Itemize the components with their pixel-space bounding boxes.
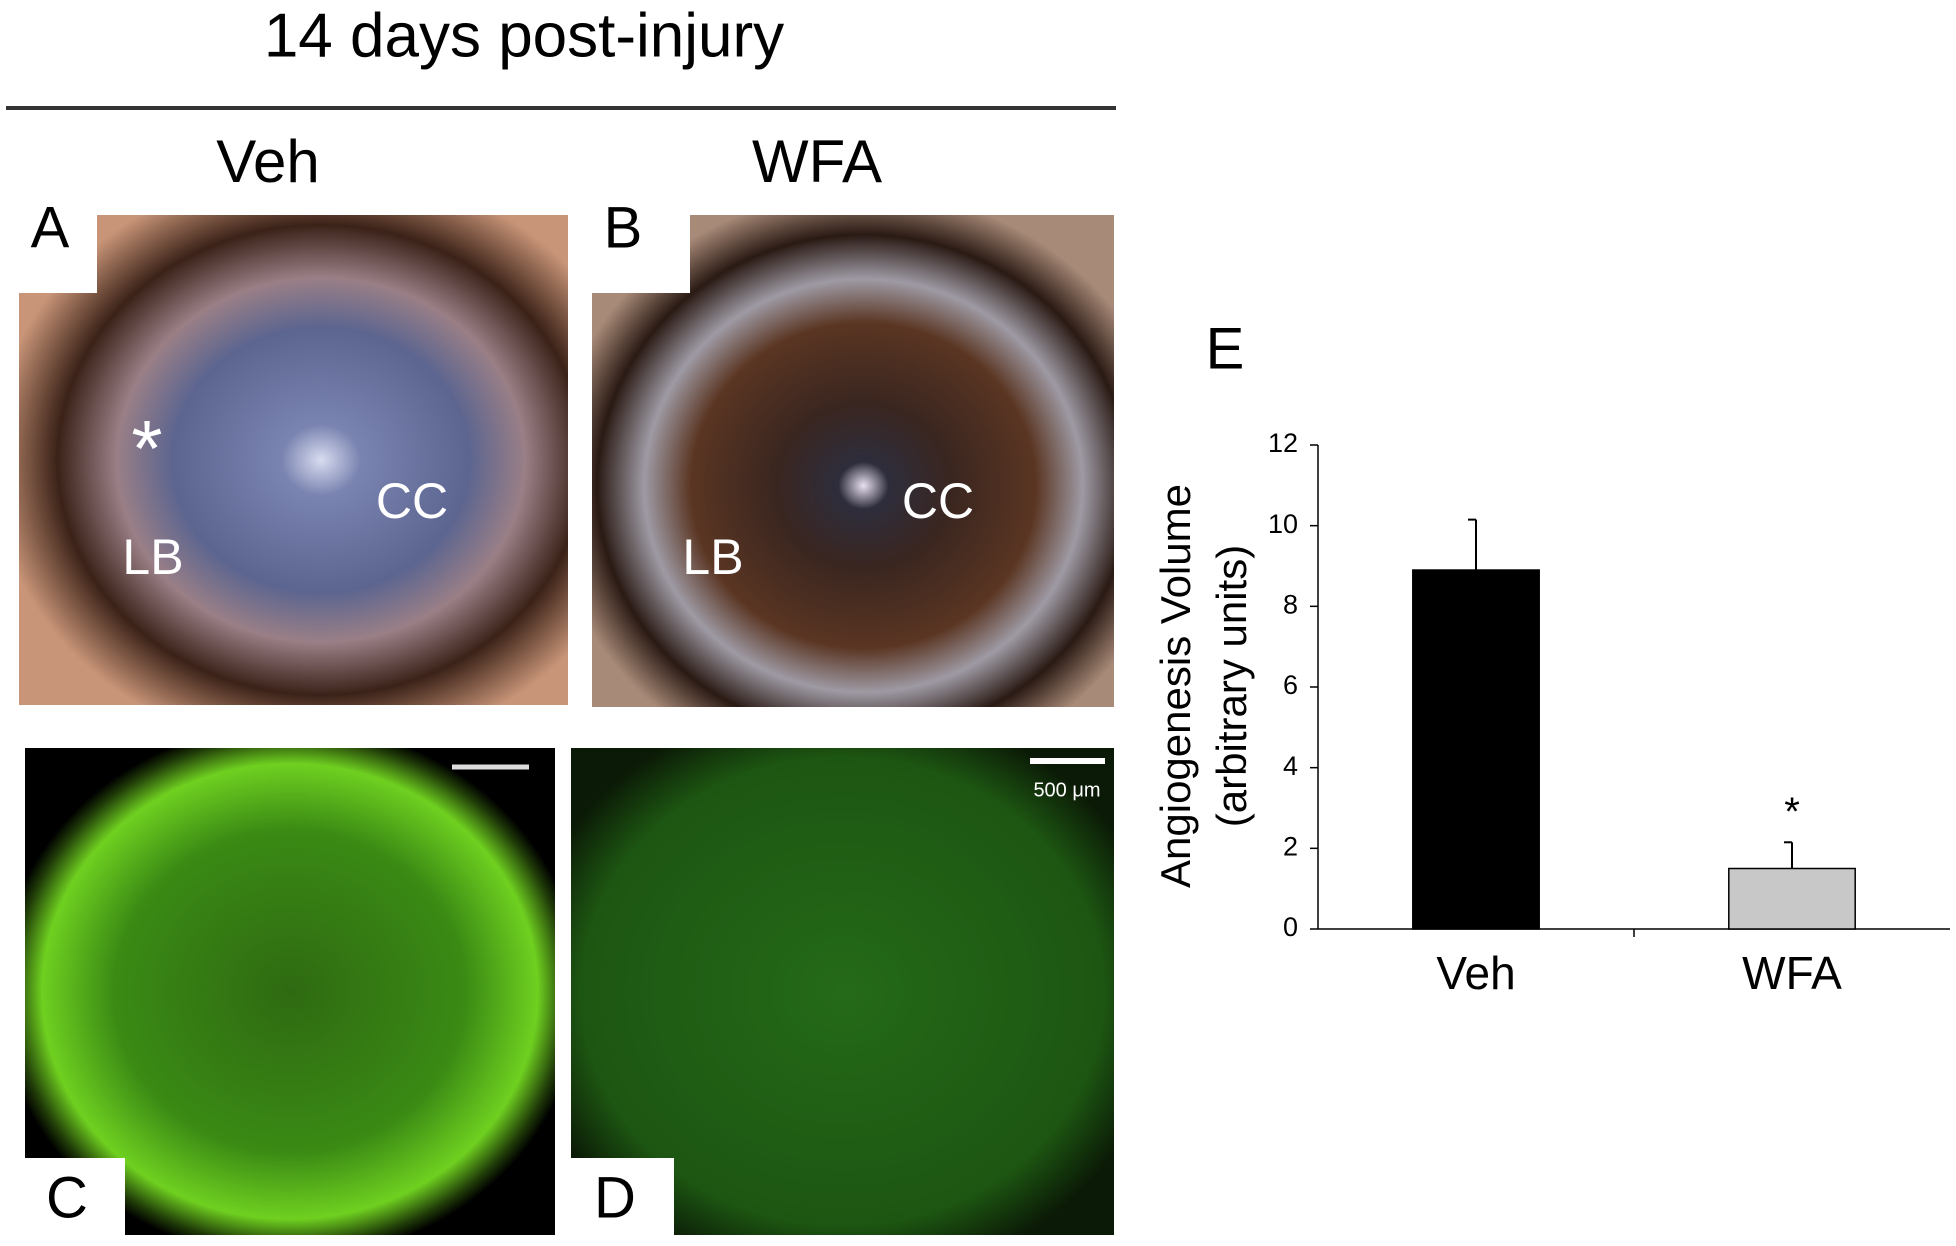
- y-axis-label: Angiogenesis Volume: [1152, 484, 1199, 888]
- bar-chart: 0 2 4 6 8 10 12 Angiogenesis Volume (arbitrary u…: [1152, 428, 1950, 999]
- y-tick-label: 2: [1283, 831, 1298, 861]
- panel-letter: C: [46, 1165, 88, 1230]
- letter-box: [25, 1158, 125, 1235]
- annotation: *: [1784, 790, 1800, 834]
- panel-letter: E: [1206, 316, 1245, 381]
- letter-box: [571, 1158, 674, 1235]
- y-tick-label: 6: [1283, 670, 1298, 700]
- photo-label: *: [131, 404, 162, 493]
- photo-a: [19, 215, 568, 705]
- photo-label: CC: [902, 473, 974, 529]
- y-axis-label: (arbitrary units): [1208, 545, 1255, 827]
- y-tick-label: 12: [1268, 428, 1298, 458]
- bar: [1412, 569, 1540, 930]
- panel-letter: B: [604, 195, 643, 260]
- photo-c: [25, 748, 555, 1235]
- figure-title: 14 days post-injury: [264, 1, 784, 70]
- photo-label: LB: [122, 529, 183, 585]
- letter-box: [592, 215, 690, 293]
- y-tick-label: 8: [1283, 589, 1298, 619]
- column-label: WFA: [752, 128, 882, 195]
- letter-box: [19, 215, 97, 293]
- y-tick-label: 4: [1283, 751, 1298, 781]
- scale-bar-label: 500 μm: [1033, 779, 1100, 801]
- y-tick-label: 0: [1283, 912, 1298, 942]
- panel-letter: A: [31, 195, 70, 260]
- bar: [1728, 867, 1856, 930]
- photo-label: LB: [682, 529, 743, 585]
- y-tick-label: 10: [1268, 509, 1298, 539]
- photo-b: [592, 215, 1114, 707]
- x-tick-label: WFA: [1742, 947, 1842, 999]
- photo-label: CC: [376, 473, 448, 529]
- x-tick-label: Veh: [1436, 947, 1515, 999]
- photo-d: [571, 748, 1114, 1235]
- panel-letter: D: [594, 1165, 636, 1230]
- column-label: Veh: [216, 128, 319, 195]
